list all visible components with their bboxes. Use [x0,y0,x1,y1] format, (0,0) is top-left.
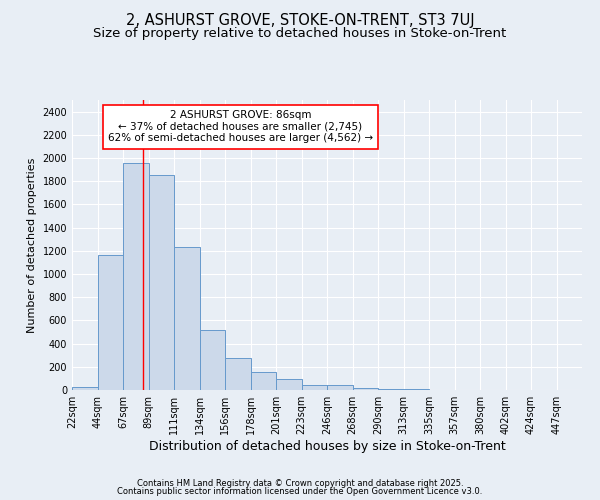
Bar [123,162,149,390]
X-axis label: Distribution of detached houses by size in Stoke-on-Trent: Distribution of detached houses by size … [149,440,505,453]
Bar [378,389,404,390]
Bar [302,385,327,390]
Bar [353,388,378,390]
Bar [327,386,353,390]
Bar [225,358,251,390]
Text: Size of property relative to detached houses in Stoke-on-Trent: Size of property relative to detached ho… [94,28,506,40]
Bar [199,330,225,390]
Text: Contains HM Land Registry data © Crown copyright and database right 2025.: Contains HM Land Registry data © Crown c… [137,478,463,488]
Bar [276,379,302,390]
Text: 2 ASHURST GROVE: 86sqm
← 37% of detached houses are smaller (2,745)
62% of semi-: 2 ASHURST GROVE: 86sqm ← 37% of detached… [108,110,373,144]
Bar [149,176,174,390]
Bar [174,248,199,390]
Bar [97,256,123,390]
Bar [251,372,276,390]
Y-axis label: Number of detached properties: Number of detached properties [27,158,37,332]
Text: 2, ASHURST GROVE, STOKE-ON-TRENT, ST3 7UJ: 2, ASHURST GROVE, STOKE-ON-TRENT, ST3 7U… [125,12,475,28]
Text: Contains public sector information licensed under the Open Government Licence v3: Contains public sector information licen… [118,487,482,496]
Bar [72,386,97,390]
